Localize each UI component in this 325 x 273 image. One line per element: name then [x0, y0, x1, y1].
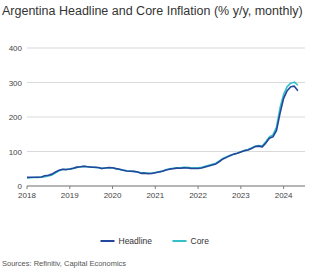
x-tick [198, 186, 199, 189]
y-tick-label: 100 [9, 148, 23, 157]
legend-swatch [101, 240, 115, 242]
x-tick-label: 2024 [275, 191, 293, 200]
x-tick [155, 186, 156, 189]
x-tick [283, 186, 284, 189]
x-tick [240, 186, 241, 189]
x-tick-label: 2019 [61, 191, 79, 200]
title: Argentina Headline and Core Inflation (%… [2, 4, 303, 18]
grid-line [27, 82, 305, 83]
legend-swatch [173, 240, 187, 242]
x-tick [112, 186, 113, 189]
x-axis [27, 186, 305, 187]
plot-area [27, 82, 298, 178]
series-line [27, 82, 298, 178]
grid-line [27, 151, 305, 152]
legend-label: Headline [119, 236, 153, 246]
x-tick [27, 186, 28, 189]
x-tick-label: 2020 [104, 191, 122, 200]
grid-line [27, 186, 305, 187]
chart: Argentina Headline and Core Inflation (%… [0, 0, 325, 273]
source: Sources: Refinitiv, Capital Economics [2, 259, 126, 268]
y-tick-label: 400 [9, 44, 23, 53]
grid-line [27, 48, 305, 49]
y-tick-label: 300 [9, 79, 23, 88]
y-tick-label: 0 [18, 182, 23, 191]
grid-line [27, 117, 305, 118]
x-tick-label: 2023 [232, 191, 250, 200]
legend-label: Core [191, 236, 210, 246]
x-tick-label: 2018 [18, 191, 36, 200]
series-line [27, 86, 298, 177]
x-tick [69, 186, 70, 189]
x-tick-label: 2022 [189, 191, 207, 200]
y-tick-label: 200 [9, 113, 23, 122]
x-tick-label: 2021 [146, 191, 164, 200]
